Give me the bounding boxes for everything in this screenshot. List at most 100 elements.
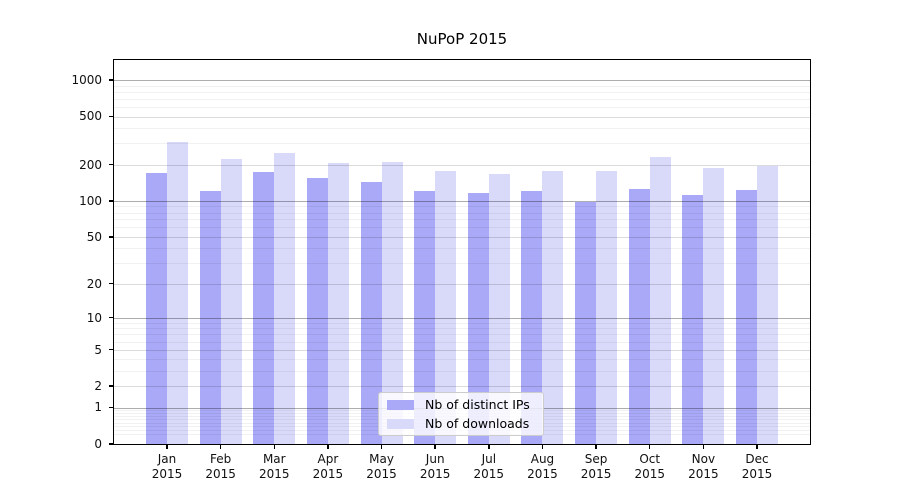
y-tick-500	[109, 115, 114, 118]
x-tick-label-may: May 2015	[366, 452, 397, 481]
bar-sep-downloads	[596, 170, 618, 444]
y-tick-label: 2	[94, 379, 102, 394]
plot-area	[114, 60, 810, 444]
x-tick-label-jun: Jun 2015	[419, 452, 451, 481]
bar-feb-downloads	[220, 159, 242, 444]
x-tick-nov	[702, 444, 705, 449]
legend-label-distinct-ips: Nb of distinct IPs	[425, 397, 530, 412]
legend-swatch-distinct-ips	[387, 399, 414, 410]
x-tick-jul	[488, 444, 490, 449]
bar-aug-downloads	[542, 170, 564, 444]
gridline-60	[114, 227, 810, 229]
x-tick-feb	[219, 444, 222, 449]
bar-apr-distinct-ips	[306, 177, 328, 444]
gridline-20	[114, 283, 810, 285]
y-tick-200	[109, 163, 114, 166]
bar-jun-distinct-ips	[414, 190, 436, 444]
gridline-9	[114, 322, 810, 324]
bar-oct-distinct-ips	[628, 189, 650, 444]
bar-jan-distinct-ips	[146, 173, 167, 444]
bar-may-downloads	[381, 161, 403, 444]
x-tick-aug	[541, 444, 544, 449]
x-tick-jun	[434, 444, 436, 449]
bar-apr-downloads	[327, 162, 349, 444]
bar-jul-downloads	[488, 173, 510, 444]
legend-entry-downloads: Nb of downloads	[379, 416, 543, 431]
gridline-8	[114, 328, 810, 330]
legend-label-downloads: Nb of downloads	[425, 416, 530, 431]
x-tick-label-mar: Mar 2015	[258, 452, 290, 481]
bar-feb-distinct-ips	[199, 191, 221, 444]
gridline-800	[114, 91, 810, 93]
x-tick-jan	[166, 444, 168, 449]
bar-aug-distinct-ips	[521, 190, 543, 444]
bar-dec-distinct-ips	[736, 190, 757, 444]
gridline-100	[114, 200, 810, 202]
gridline-3	[114, 371, 810, 372]
y-tick-label: 10	[86, 310, 102, 325]
bar-jul-distinct-ips	[467, 193, 489, 444]
gridline-600	[114, 106, 810, 108]
gridline-90	[114, 206, 810, 208]
y-tick-5	[109, 348, 114, 351]
gridline-50	[114, 236, 810, 238]
bar-nov-downloads	[703, 168, 725, 444]
x-tick-label-jan: Jan 2015	[151, 452, 183, 481]
x-tick-mar	[273, 444, 275, 449]
x-tick-label-sep: Sep 2015	[580, 452, 612, 481]
gridline-500	[114, 116, 810, 118]
y-tick-0	[109, 443, 114, 445]
y-tick-label: 200	[79, 157, 102, 172]
bar-jun-downloads	[435, 170, 457, 444]
x-tick-label-oct: Oct 2015	[634, 452, 665, 481]
y-tick-1	[109, 406, 114, 409]
x-tick-apr	[327, 444, 329, 449]
x-tick-label-aug: Aug 2015	[527, 452, 558, 481]
bar-nov-distinct-ips	[682, 194, 704, 444]
x-tick-label-apr: Apr 2015	[312, 452, 344, 481]
y-tick-20	[109, 282, 114, 285]
gridline-900	[114, 85, 810, 87]
gridline-70	[114, 219, 810, 221]
gridline-2	[114, 386, 810, 388]
y-tick-2	[109, 385, 114, 387]
bar-may-distinct-ips	[360, 182, 382, 444]
y-tick-label: 20	[86, 276, 102, 291]
y-tick-label: 100	[79, 193, 102, 208]
legend: Nb of distinct IPs Nb of downloads	[378, 392, 544, 436]
y-tick-label: 5	[94, 342, 102, 357]
gridline-80	[114, 212, 810, 214]
gridline-30	[114, 263, 810, 265]
gridline-200	[114, 164, 810, 166]
bar-dec-downloads	[757, 165, 778, 444]
legend-swatch-downloads	[387, 418, 414, 429]
x-tick-label-jul: Jul 2015	[473, 452, 505, 481]
y-tick-50	[109, 236, 114, 238]
x-tick-dec	[756, 444, 758, 449]
bar-mar-distinct-ips	[253, 171, 275, 444]
gridline-300	[114, 143, 810, 145]
legend-entry-distinct-ips: Nb of distinct IPs	[379, 397, 543, 412]
y-tick-label: 500	[79, 109, 102, 124]
gridline-7	[114, 334, 810, 336]
gridline-40	[114, 248, 810, 250]
y-tick-label: 1000	[71, 73, 102, 87]
x-tick-label-dec: Dec 2015	[741, 452, 773, 481]
y-tick-1000	[109, 79, 114, 81]
y-tick-label: 1	[94, 400, 102, 415]
y-tick-100	[109, 200, 114, 202]
gridline-5	[114, 349, 810, 351]
x-tick-label-feb: Feb 2015	[205, 452, 236, 481]
bar-mar-downloads	[274, 152, 296, 444]
y-tick-label: 0	[94, 437, 102, 451]
x-tick-may	[380, 444, 383, 449]
bar-oct-downloads	[649, 157, 671, 444]
gridline-400	[114, 128, 810, 130]
gridline-4	[114, 359, 810, 361]
x-tick-oct	[649, 444, 651, 449]
y-tick-label: 50	[86, 229, 102, 244]
x-tick-sep	[595, 444, 597, 449]
chart-title: NuPoP 2015	[416, 30, 508, 48]
gridline-700	[114, 98, 810, 100]
